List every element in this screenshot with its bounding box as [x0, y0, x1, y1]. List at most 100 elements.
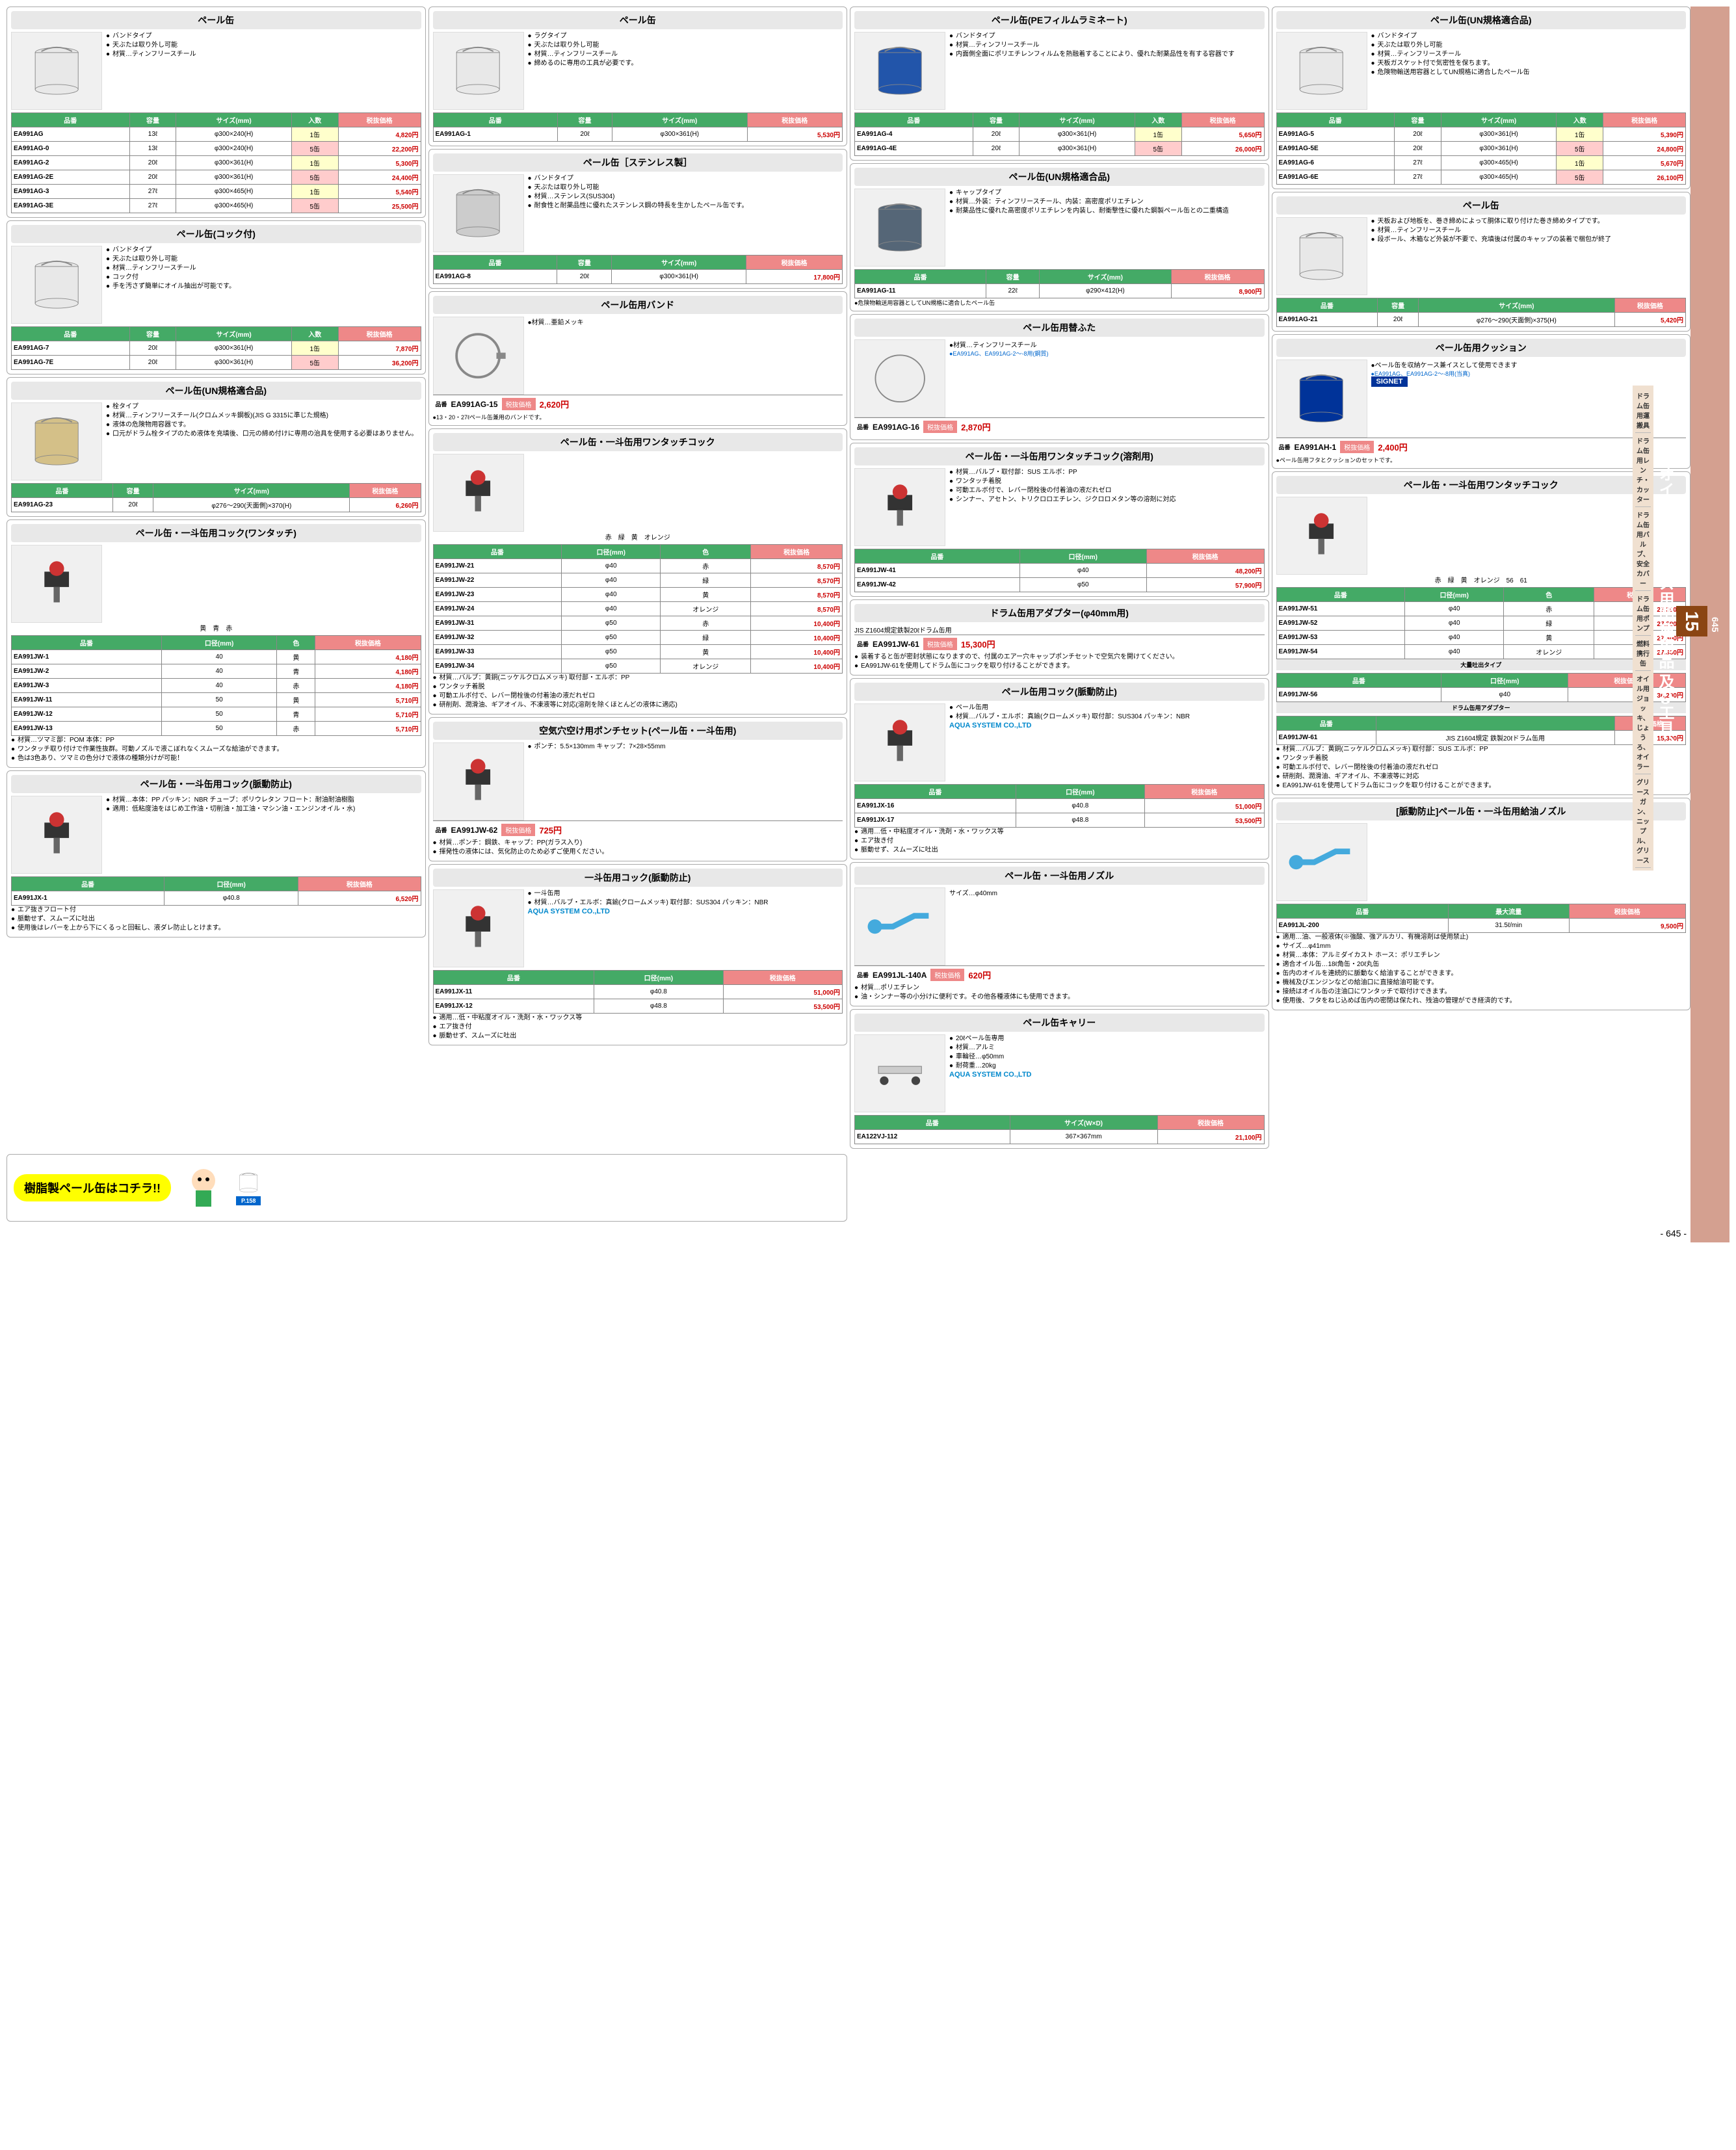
table-cell: φ40.8: [164, 891, 298, 906]
table-cell: オレンジ: [1504, 645, 1594, 659]
description-item: バンドタイプ: [949, 32, 1265, 41]
table-cell: 6,260円: [350, 498, 421, 512]
description-item: バンドタイプ: [106, 246, 421, 255]
product-card: ペール缶(コック付)バンドタイプ天ぶたは取り外し可能材質…ティンフリースチールコ…: [7, 220, 426, 374]
table-cell: EA991AG-3E: [12, 199, 130, 213]
code-label: 品番: [857, 971, 869, 979]
product-image: [11, 32, 102, 110]
table-cell: φ50: [1019, 578, 1146, 592]
product-table: 品番容量サイズ(mm)入数税抜価格EA991AG13ℓφ300×240(H)1缶…: [11, 112, 421, 213]
description-item: 天ぶたは取り外し可能: [106, 41, 421, 50]
product-table: 品番口径(mm)色税抜価格EA991JW-51φ40赤27,300円EA991J…: [1276, 587, 1687, 659]
table-cell: 5,670円: [1603, 156, 1686, 170]
table-row: EA991AG-5E20ℓφ300×361(H)5缶24,800円: [1276, 142, 1686, 156]
table-cell: 24,800円: [1603, 142, 1686, 156]
product-image: [11, 246, 102, 324]
description-list: 材質…ポンチ：鋼鉄、キャップ：PP(ガラス入り)揮発性の液体には、気化防止のため…: [433, 839, 843, 857]
description-item: ワンタッチ着脱: [433, 683, 843, 692]
price-label: 税抜価格: [923, 421, 957, 433]
description-item: 可動エルボ付で、レバー閉栓後の付着油の液だれゼロ: [1276, 763, 1687, 772]
table-row: EA991JW-33φ50黄10,400円: [433, 645, 843, 659]
product-table: 品番容量サイズ(mm)税抜価格EA991AG-2320ℓφ276～290(天面側…: [11, 483, 421, 512]
table-cell: φ276～290(天面側)×370(H): [153, 498, 350, 512]
description-item: 耐荷重…20kg: [949, 1062, 1265, 1071]
description-item: EA991JW-61を使用してドラム缶にコックを取り付けることができます。: [854, 662, 1265, 671]
table-header: 品番: [12, 484, 113, 498]
table-cell: φ40: [1441, 688, 1568, 702]
product-card: ペール缶・一斗缶用ノズルサイズ…φ40mm品番 EA991JL-140A 税抜価…: [850, 862, 1269, 1006]
table-cell: 27ℓ: [1395, 170, 1441, 185]
product-code: EA991AG-15: [451, 400, 498, 409]
table-cell: 20ℓ: [973, 127, 1019, 142]
description-item: 内面側全面にポリエチレンフィルムを熱融着することにより、優れた耐薬品性を有する容…: [949, 50, 1265, 59]
product-card: ペール缶用コック(脈動防止)ペール缶用材質…バルブ・エルボ：真鍮(クロームメッキ…: [850, 678, 1269, 859]
table-cell: 26,000円: [1181, 142, 1264, 156]
card-title: ペール缶(UN規格適合品): [11, 382, 421, 400]
table-cell: 5缶: [291, 199, 338, 213]
table-cell: φ40: [562, 602, 661, 616]
table-header: 品番: [855, 113, 973, 127]
table-header: 品番: [855, 549, 1020, 564]
table-row: EA991JW-34φ50オレンジ10,400円: [433, 659, 843, 674]
table-cell: 20ℓ: [129, 341, 176, 356]
table-cell: 5缶: [1135, 142, 1181, 156]
description-item: 装着すると缶が密封状態になりますので、付属のエアー穴キャップポンチセットで空気穴…: [854, 653, 1265, 662]
table-header: 品番: [855, 785, 1016, 799]
single-price-line: 品番 EA991JW-62 税抜価格 725円: [433, 820, 843, 839]
product-price: 2,400円: [1378, 441, 1408, 453]
table-header: [1376, 716, 1614, 731]
description-item: キャップタイプ: [949, 189, 1265, 198]
table-row: EA991AG-7E20ℓφ300×361(H)5缶36,200円: [12, 356, 421, 370]
table-cell: 20ℓ: [558, 127, 612, 142]
table-cell: φ300×465(H): [176, 185, 291, 199]
description-item: 適用…油、一般液体(※強酸、強アルカリ、有機溶剤は使用禁止): [1276, 933, 1687, 942]
table-cell: 50: [161, 693, 277, 707]
table-cell: EA991AG-6E: [1276, 170, 1395, 185]
table-cell: φ40: [1405, 616, 1504, 631]
table-cell: EA991JX-1: [12, 891, 164, 906]
product-card: ペール缶バンドタイプ天ぶたは取り外し可能材質…ティンフリースチール品番容量サイズ…: [7, 7, 426, 218]
table-cell: φ300×361(H): [176, 156, 291, 170]
table-row: EA991JW-53φ40黄27,300円: [1276, 631, 1686, 645]
description-list: 天板および地板を、巻き締めによって胴体に取り付けた巻き締めタイプです。材質…ティ…: [1371, 217, 1687, 244]
table-cell: EA991JX-12: [433, 999, 594, 1014]
product-card: ペール缶キャリー20ℓペール缶専用材質…アルミ車輪径…φ50mm耐荷重…20kg…: [850, 1009, 1269, 1149]
table-cell: φ48.8: [594, 999, 723, 1014]
table-cell: 50: [161, 722, 277, 736]
table-cell: 27ℓ: [129, 185, 176, 199]
sidebar-category: ドラム缶用レンチ・カッター: [1635, 433, 1651, 507]
description-item: バンドタイプ: [528, 174, 843, 183]
description-list: キャップタイプ材質…外装：ティンフリースチール、内装：高密度ポリエチレン耐薬品性…: [949, 189, 1265, 216]
table-header: 税抜価格: [350, 484, 421, 498]
card-title: 空気穴空け用ポンチセット(ペール缶・一斗缶用): [433, 722, 843, 740]
table-cell: EA991JW-1: [12, 650, 162, 664]
product-card: ペール缶(UN規格適合品)キャップタイプ材質…外装：ティンフリースチール、内装：…: [850, 163, 1269, 311]
product-card: ペール缶用クッション●ペール缶を収納ケース兼イスとして使用できます●EA991A…: [1272, 334, 1691, 469]
product-table: 品番容量サイズ(mm)入数税抜価格EA991AG-520ℓφ300×361(H)…: [1276, 112, 1687, 185]
table-header: 色: [661, 545, 751, 559]
table-cell: φ48.8: [1016, 813, 1144, 828]
table-cell: φ40: [562, 559, 661, 573]
table-header: サイズ(mm): [1418, 298, 1614, 313]
table-cell: 5,710円: [315, 722, 421, 736]
table-cell: 青: [277, 707, 315, 722]
table-cell: EA991JW-21: [433, 559, 562, 573]
description-item: 材質…ティンフリースチール: [106, 264, 421, 273]
table-header: 入数: [1135, 113, 1181, 127]
card-title: ペール缶・一斗缶用ワンタッチコック: [1276, 476, 1687, 494]
table-cell: EA991JW-52: [1276, 616, 1405, 631]
description-item: 20ℓペール缶専用: [949, 1034, 1265, 1043]
product-image: [854, 339, 945, 417]
description-item: 天ぶたは取り外し可能: [106, 255, 421, 264]
description-item: 締めるのに専用の工具が必要です。: [528, 59, 843, 68]
table-row: EA991AG-4E20ℓφ300×361(H)5缶26,000円: [855, 142, 1265, 156]
table-cell: 20ℓ: [129, 170, 176, 185]
table-cell: EA991AG-7: [12, 341, 130, 356]
table-row: EA991JX-12φ48.853,500円: [433, 999, 843, 1014]
description-item: 接続はオイル缶の注油口にワンタッチで取付けできます。: [1276, 988, 1687, 997]
table-cell: JIS Z1604規定 鉄製20ℓドラム缶用: [1376, 731, 1614, 745]
product-card: ペール缶・一斗缶用ワンタッチコック赤 緑 黄 オレンジ品番口径(mm)色税抜価格…: [428, 428, 848, 714]
description-item: ワンタッチ取り付けで作業性抜群。可動ノズルで液こぼれなくスムーズな給油ができます…: [11, 745, 421, 754]
sidebar-category: ドラム缶用バルブ、安全カバー: [1635, 507, 1651, 591]
table-cell: EA991JW-56: [1276, 688, 1441, 702]
